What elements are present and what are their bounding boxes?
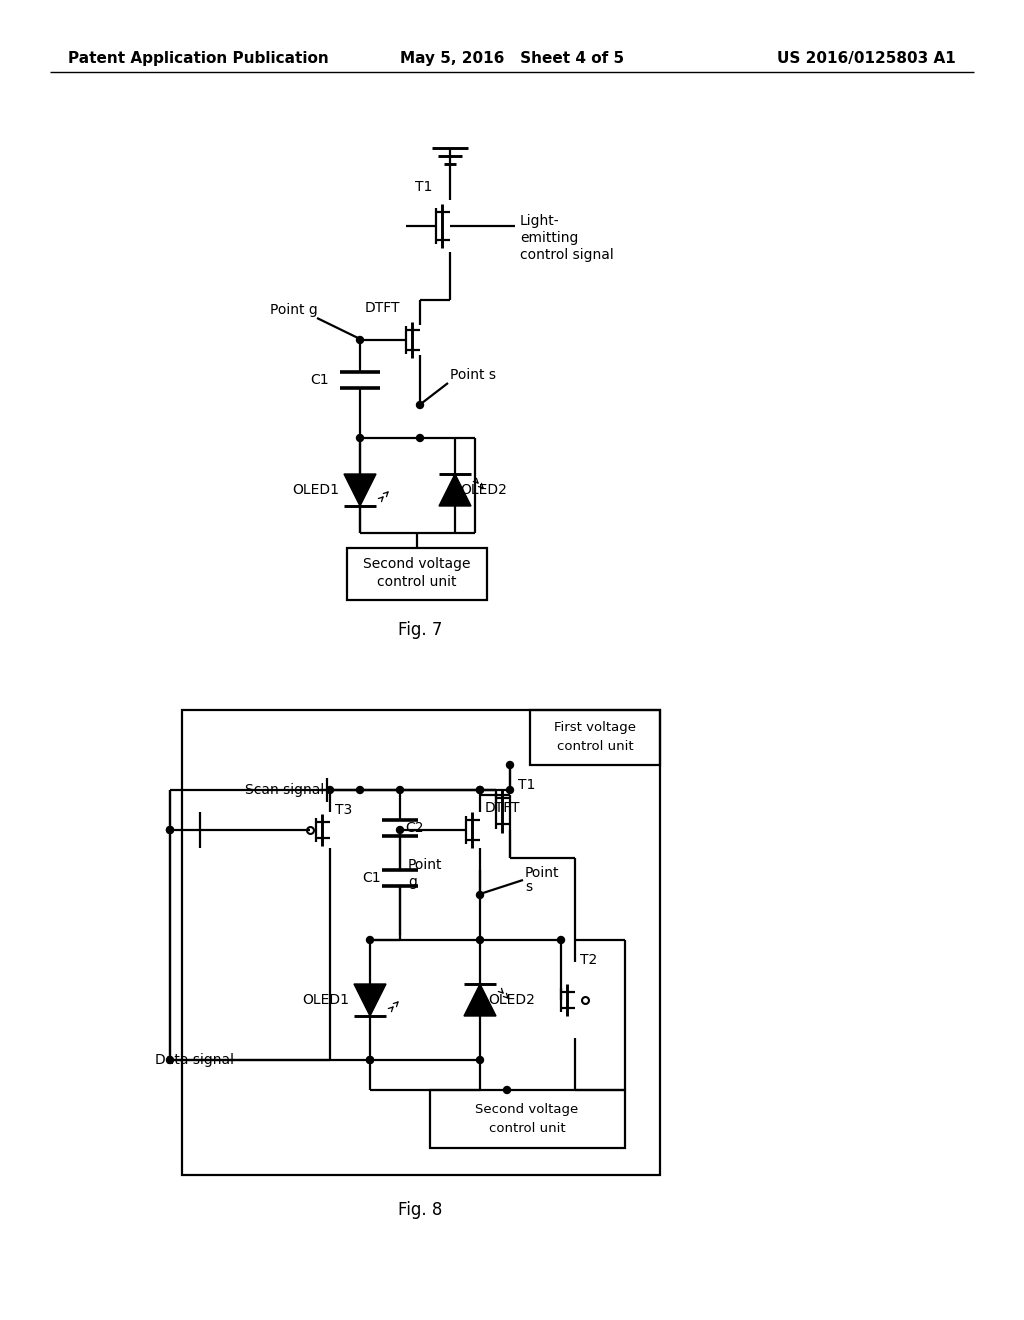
Bar	[182, 710, 660, 1175]
Text: Fig. 7: Fig. 7	[397, 620, 442, 639]
Circle shape	[417, 401, 424, 408]
Polygon shape	[354, 983, 386, 1016]
Text: Second voltage: Second voltage	[475, 1104, 579, 1117]
Text: T1: T1	[415, 180, 432, 194]
Circle shape	[356, 337, 364, 343]
Circle shape	[476, 1056, 483, 1064]
Circle shape	[507, 787, 513, 793]
Circle shape	[167, 826, 173, 833]
Circle shape	[356, 434, 364, 441]
Polygon shape	[464, 983, 496, 1016]
Circle shape	[507, 762, 513, 768]
Polygon shape	[344, 474, 376, 506]
Bar	[347, 548, 487, 601]
Circle shape	[417, 434, 424, 441]
Text: Scan signal: Scan signal	[245, 783, 325, 797]
Polygon shape	[439, 474, 471, 506]
Circle shape	[367, 936, 374, 944]
Text: C2: C2	[406, 821, 424, 836]
Text: control unit: control unit	[557, 739, 633, 752]
Text: OLED2: OLED2	[460, 483, 507, 498]
Circle shape	[476, 891, 483, 899]
Circle shape	[476, 787, 483, 793]
Text: control unit: control unit	[377, 576, 457, 589]
Text: Second voltage: Second voltage	[364, 557, 471, 572]
Text: Patent Application Publication: Patent Application Publication	[68, 50, 329, 66]
Circle shape	[557, 936, 564, 944]
Circle shape	[167, 1056, 173, 1064]
Text: DTFT: DTFT	[365, 301, 400, 315]
Circle shape	[476, 787, 483, 793]
Text: Point g: Point g	[270, 304, 317, 317]
Text: C1: C1	[362, 871, 381, 884]
Text: Data signal: Data signal	[155, 1053, 234, 1067]
Text: Point: Point	[525, 866, 559, 880]
Bar	[430, 1090, 625, 1148]
Text: Point s: Point s	[450, 368, 496, 381]
Text: Light-: Light-	[520, 214, 560, 228]
Text: Fig. 8: Fig. 8	[397, 1201, 442, 1218]
Text: control unit: control unit	[488, 1122, 565, 1134]
Text: Point: Point	[408, 858, 442, 873]
Text: OLED2: OLED2	[488, 993, 535, 1007]
Circle shape	[367, 1056, 374, 1064]
Text: First voltage: First voltage	[554, 722, 636, 734]
Text: s: s	[525, 880, 532, 894]
Circle shape	[167, 826, 173, 833]
Circle shape	[504, 1086, 511, 1093]
Text: OLED1: OLED1	[302, 993, 349, 1007]
Circle shape	[327, 787, 334, 793]
Text: OLED1: OLED1	[292, 483, 339, 498]
Text: T2: T2	[580, 953, 597, 968]
Text: C1: C1	[310, 374, 329, 387]
Text: T3: T3	[335, 803, 352, 817]
Text: May 5, 2016   Sheet 4 of 5: May 5, 2016 Sheet 4 of 5	[400, 50, 624, 66]
Text: emitting: emitting	[520, 231, 579, 246]
Circle shape	[476, 936, 483, 944]
Circle shape	[356, 787, 364, 793]
Circle shape	[396, 787, 403, 793]
Circle shape	[367, 1056, 374, 1064]
Circle shape	[396, 826, 403, 833]
Text: g: g	[408, 875, 417, 888]
Bar	[530, 710, 660, 766]
Text: T1: T1	[518, 777, 536, 792]
Text: US 2016/0125803 A1: US 2016/0125803 A1	[777, 50, 956, 66]
Text: control signal: control signal	[520, 248, 613, 261]
Text: DTFT: DTFT	[485, 801, 520, 814]
